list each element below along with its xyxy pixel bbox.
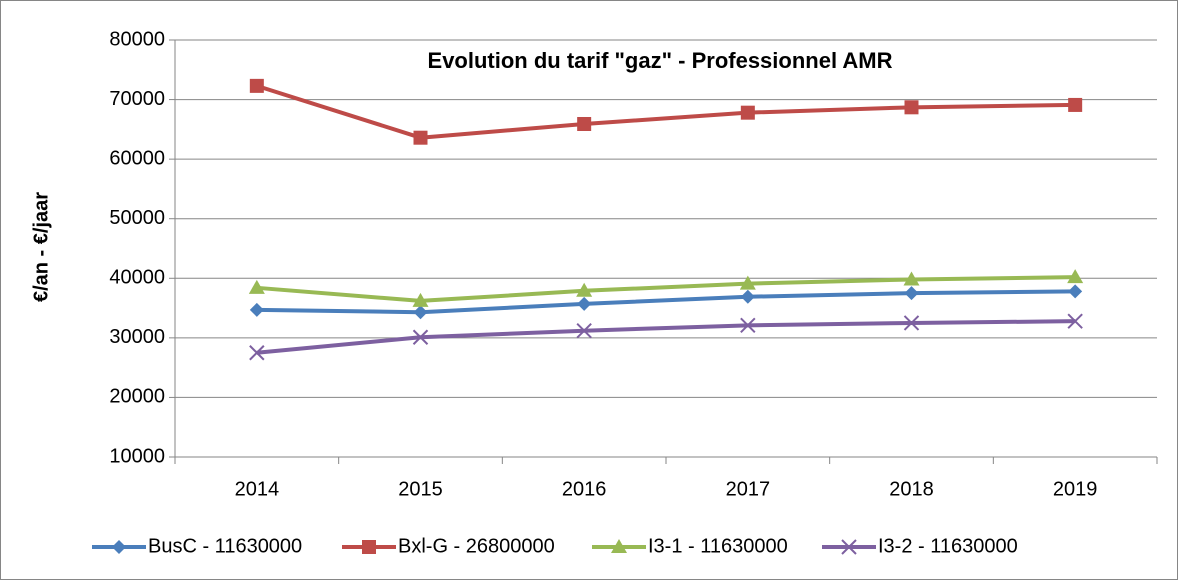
y-tick-label: 40000 — [109, 267, 165, 289]
marker — [249, 302, 264, 317]
x-tick-label: 2018 — [889, 478, 934, 500]
y-tick-label: 30000 — [109, 326, 165, 348]
legend-label: Bxl-G - 26800000 — [398, 535, 555, 557]
marker — [413, 130, 428, 145]
series-line — [256, 289, 1076, 315]
legend-marker — [611, 539, 627, 553]
legend-marker — [362, 540, 376, 554]
y-tick-label: 10000 — [109, 445, 165, 467]
marker — [249, 345, 265, 361]
series-line — [256, 275, 1076, 303]
marker — [903, 315, 920, 331]
y-tick-label: 20000 — [109, 386, 165, 408]
x-tick-label: 2016 — [562, 478, 607, 500]
x-tick-label: 2015 — [398, 478, 443, 500]
marker — [904, 100, 919, 115]
x-tick-label: 2014 — [235, 478, 280, 500]
marker — [903, 271, 920, 286]
y-tick-label: 60000 — [109, 147, 165, 169]
marker — [1068, 97, 1083, 112]
legend-label: I3-2 - 11630000 — [878, 535, 1018, 557]
legend-label: BusC - 11630000 — [148, 535, 302, 557]
legend-label: I3-1 - 11630000 — [648, 535, 788, 557]
x-tick-label: 2019 — [1053, 478, 1098, 500]
legend-marker — [112, 540, 126, 554]
y-tick-label: 50000 — [109, 207, 165, 229]
marker — [904, 286, 919, 301]
marker — [1067, 313, 1083, 329]
y-tick-label: 70000 — [109, 88, 165, 110]
marker — [576, 282, 593, 297]
marker — [577, 296, 592, 311]
marker — [576, 323, 592, 339]
legend-marker — [841, 539, 857, 555]
y-tick-label: 80000 — [109, 28, 165, 50]
chart-title: Evolution du tarif "gaz" - Professionnel… — [428, 48, 893, 73]
marker — [248, 279, 265, 294]
y-axis-label: €/an - €/jaar — [30, 192, 52, 302]
marker — [412, 329, 429, 345]
series-line — [256, 319, 1076, 355]
marker — [740, 317, 756, 334]
marker — [1067, 269, 1084, 284]
marker — [740, 105, 755, 120]
marker — [412, 292, 429, 307]
marker — [413, 305, 428, 320]
x-tick-label: 2017 — [726, 478, 771, 500]
marker — [249, 78, 264, 93]
marker — [739, 275, 756, 290]
marker — [1068, 284, 1083, 299]
marker — [740, 289, 755, 304]
marker — [577, 116, 592, 131]
series-line — [256, 83, 1076, 140]
